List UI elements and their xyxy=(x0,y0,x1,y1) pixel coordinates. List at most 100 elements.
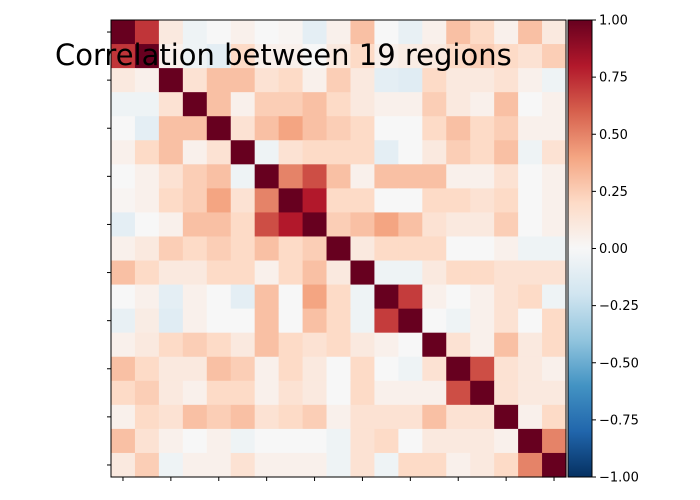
heatmap-cell xyxy=(158,44,184,69)
heatmap-cell xyxy=(278,404,304,430)
heatmap-cell xyxy=(111,404,136,430)
heatmap-cell xyxy=(206,188,232,214)
heatmap-cell xyxy=(446,68,471,93)
heatmap-cell xyxy=(326,212,352,238)
heatmap-cell xyxy=(182,428,208,454)
heatmap-cell xyxy=(111,164,136,189)
heatmap-cell xyxy=(134,212,160,238)
heatmap-cell xyxy=(350,332,376,358)
heatmap-cell xyxy=(518,140,543,165)
heatmap-cell xyxy=(542,20,567,45)
colorbar-tick-label: −0.75 xyxy=(599,413,639,428)
colorbar-tick-label: −1.00 xyxy=(599,471,639,486)
heatmap-cell xyxy=(374,452,399,478)
heatmap-cell xyxy=(111,308,136,334)
heatmap-cell xyxy=(278,356,304,382)
heatmap-cell xyxy=(422,380,447,406)
heatmap-cell xyxy=(470,236,495,262)
heatmap-cell xyxy=(182,308,208,334)
heatmap-cell xyxy=(206,68,232,93)
heatmap-cell xyxy=(446,188,471,214)
heatmap-cell xyxy=(374,284,399,310)
heatmap-cell xyxy=(302,44,328,69)
heatmap-cell xyxy=(494,452,519,478)
heatmap-cell xyxy=(230,116,256,141)
heatmap-cell xyxy=(182,404,208,430)
heatmap-cell xyxy=(254,452,280,478)
heatmap-cell xyxy=(278,188,304,214)
heatmap-cell xyxy=(302,188,328,214)
heatmap-cell xyxy=(158,404,184,430)
heatmap-cell xyxy=(230,188,256,214)
heatmap-cell xyxy=(542,116,567,141)
heatmap-cell xyxy=(422,236,447,262)
heatmap-cell xyxy=(542,332,567,358)
heatmap-cell xyxy=(470,20,495,45)
heatmap-cell xyxy=(254,236,280,262)
heatmap-cell xyxy=(518,20,543,45)
heatmap-cell xyxy=(518,116,543,141)
heatmap-cell xyxy=(494,284,519,310)
heatmap-cell xyxy=(134,380,160,406)
heatmap-cell xyxy=(302,212,328,238)
heatmap-cell xyxy=(158,452,184,478)
heatmap-cell xyxy=(111,236,136,262)
heatmap-cell xyxy=(398,188,423,214)
heatmap-cell xyxy=(398,20,423,45)
heatmap-cell xyxy=(422,428,447,454)
heatmap-cell xyxy=(470,116,495,141)
heatmap-cell xyxy=(494,188,519,214)
heatmap-cell xyxy=(470,212,495,238)
heatmap-cell xyxy=(111,428,136,454)
heatmap-cell xyxy=(158,260,184,286)
heatmap-cell xyxy=(302,452,328,478)
heatmap-cell xyxy=(350,44,376,69)
heatmap-cell xyxy=(398,404,423,430)
heatmap-cell xyxy=(422,140,447,165)
heatmap-cell xyxy=(111,188,136,214)
heatmap-cell xyxy=(158,20,184,45)
heatmap-cell xyxy=(158,164,184,189)
heatmap-cell xyxy=(182,20,208,45)
heatmap-cell xyxy=(278,44,304,69)
heatmap-cell xyxy=(278,452,304,478)
heatmap-cell xyxy=(494,356,519,382)
heatmap-cell xyxy=(398,212,423,238)
colorbar-tick-label: 0.25 xyxy=(599,185,628,200)
heatmap-cell xyxy=(326,116,352,141)
heatmap-cell xyxy=(422,212,447,238)
heatmap-cell xyxy=(374,44,399,69)
heatmap-cell xyxy=(542,260,567,286)
heatmap-cell xyxy=(278,428,304,454)
heatmap-cell xyxy=(350,284,376,310)
heatmap-cell xyxy=(254,212,280,238)
heatmap-cell xyxy=(446,44,471,69)
heatmap-cell xyxy=(326,68,352,93)
heatmap-cell xyxy=(494,260,519,286)
heatmap-cell xyxy=(374,404,399,430)
heatmap-cell xyxy=(374,164,399,189)
heatmap-cell xyxy=(470,140,495,165)
colorbar-tick-label: 0.00 xyxy=(599,242,628,257)
heatmap-cell xyxy=(182,452,208,478)
heatmap-cell xyxy=(182,356,208,382)
heatmap-cell xyxy=(518,404,543,430)
heatmap-cell xyxy=(374,212,399,238)
heatmap-cell xyxy=(134,188,160,214)
heatmap-cell xyxy=(326,284,352,310)
heatmap-cell xyxy=(206,356,232,382)
heatmap-cell xyxy=(326,308,352,334)
heatmap-cell xyxy=(278,284,304,310)
heatmap-cell xyxy=(446,308,471,334)
heatmap-cell xyxy=(374,188,399,214)
heatmap-cell xyxy=(182,68,208,93)
heatmap-cell xyxy=(278,380,304,406)
heatmap-cell xyxy=(374,140,399,165)
heatmap-cell xyxy=(230,68,256,93)
heatmap-cell xyxy=(254,188,280,214)
heatmap-cell xyxy=(422,452,447,478)
heatmap-cell xyxy=(278,68,304,93)
heatmap-cell xyxy=(158,380,184,406)
heatmap-cell xyxy=(350,116,376,141)
heatmap-cell xyxy=(350,140,376,165)
